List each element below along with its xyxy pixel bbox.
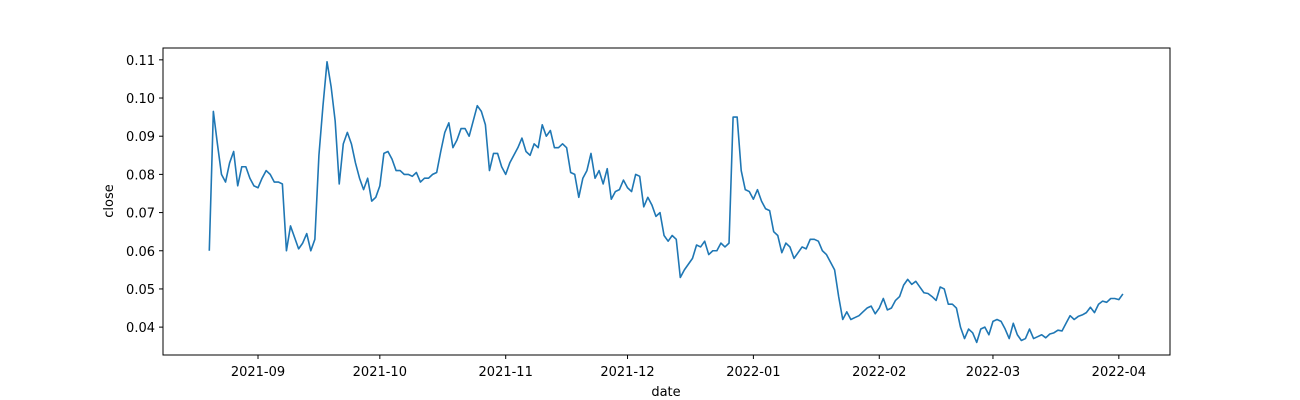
data-line [208,60,1124,344]
x-tick-label: 2022-04 [1092,365,1146,380]
y-tick-label: 0.10 [126,92,155,107]
x-tick-label: 2022-02 [852,365,906,380]
x-tick-label: 2021-12 [600,365,654,380]
y-tick-label: 0.08 [126,168,155,183]
y-tick-label: 0.09 [126,130,155,145]
axes-frame [162,47,1171,356]
y-tick-label: 0.05 [126,283,155,298]
y-tick-label: 0.04 [126,321,155,336]
x-tick-label: 2021-10 [353,365,407,380]
x-tick-label: 2022-03 [966,365,1020,380]
y-tick-label: 0.06 [126,245,155,260]
y-tick-label: 0.11 [126,54,155,69]
y-axis-label: close [102,184,117,217]
x-tick-label: 2021-11 [479,365,533,380]
y-tick-label: 0.07 [126,207,155,222]
x-axis-label: date [651,385,680,400]
x-tick-label: 2022-01 [726,365,780,380]
x-tick-label: 2021-09 [231,365,285,380]
